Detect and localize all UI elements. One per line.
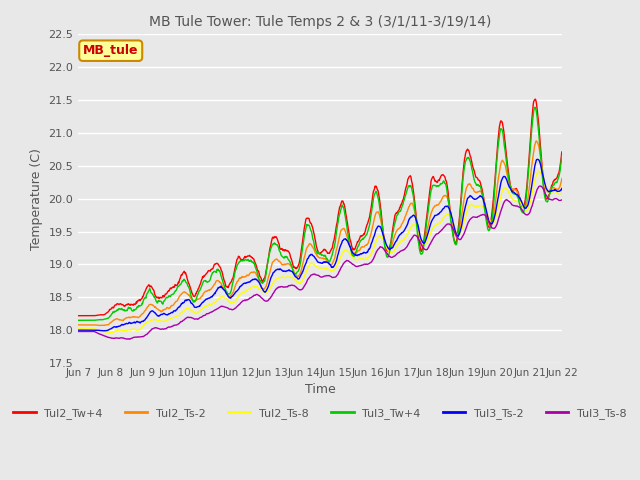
Tul2_Ts-2 — [100, 323, 108, 328]
Tul3_Ts-2 — [534, 156, 541, 162]
Tul2_Tw+4 — [451, 241, 459, 247]
Line: Tul2_Ts-8: Tul2_Ts-8 — [78, 171, 562, 333]
Tul3_Ts-2 — [74, 327, 82, 333]
Tul2_Ts-2 — [461, 194, 468, 200]
Tul2_Ts-8 — [535, 168, 543, 174]
Line: Tul3_Tw+4: Tul3_Tw+4 — [78, 108, 562, 320]
Tul2_Ts-2 — [407, 201, 415, 206]
Tul3_Ts-8 — [125, 336, 133, 342]
Tul2_Ts-8 — [461, 216, 468, 222]
Tul2_Ts-2 — [271, 258, 278, 264]
Line: Tul2_Ts-2: Tul2_Ts-2 — [78, 141, 562, 325]
Tul2_Tw+4 — [74, 313, 82, 319]
Tul2_Tw+4 — [270, 235, 278, 241]
Legend: Tul2_Tw+4, Tul2_Ts-2, Tul2_Ts-8, Tul3_Tw+4, Tul3_Ts-2, Tul3_Ts-8: Tul2_Tw+4, Tul2_Ts-2, Tul2_Ts-8, Tul3_Tw… — [9, 403, 631, 423]
Tul2_Tw+4 — [124, 302, 131, 308]
Tul3_Ts-2 — [407, 214, 415, 220]
Tul3_Tw+4 — [451, 241, 459, 247]
Tul2_Ts-2 — [452, 233, 460, 239]
Line: Tul3_Ts-8: Tul3_Ts-8 — [78, 186, 562, 339]
Tul3_Tw+4 — [287, 262, 295, 267]
Tul2_Ts-2 — [288, 264, 296, 270]
Tul3_Tw+4 — [460, 167, 468, 172]
Tul2_Tw+4 — [531, 96, 539, 102]
Tul2_Ts-8 — [108, 330, 115, 336]
X-axis label: Time: Time — [305, 384, 335, 396]
Tul3_Ts-2 — [558, 186, 566, 192]
Tul2_Ts-8 — [124, 327, 132, 333]
Tul3_Ts-2 — [100, 328, 108, 334]
Tul3_Tw+4 — [124, 306, 131, 312]
Tul2_Ts-8 — [452, 228, 460, 234]
Tul3_Ts-2 — [461, 207, 468, 213]
Line: Tul3_Ts-2: Tul3_Ts-2 — [78, 159, 562, 331]
Tul3_Tw+4 — [531, 105, 539, 110]
Tul3_Ts-8 — [288, 282, 296, 288]
Tul3_Ts-8 — [407, 237, 415, 243]
Tul2_Ts-2 — [74, 322, 82, 328]
Tul2_Ts-2 — [124, 315, 132, 321]
Tul2_Ts-8 — [74, 326, 82, 332]
Title: MB Tule Tower: Tule Temps 2 & 3 (3/1/11-3/19/14): MB Tule Tower: Tule Temps 2 & 3 (3/1/11-… — [149, 15, 491, 29]
Tul2_Tw+4 — [460, 160, 468, 166]
Tul2_Tw+4 — [558, 149, 566, 155]
Tul3_Tw+4 — [558, 153, 566, 159]
Tul2_Ts-8 — [558, 189, 566, 195]
Tul2_Tw+4 — [287, 256, 295, 262]
Text: MB_tule: MB_tule — [83, 44, 138, 57]
Tul3_Ts-8 — [461, 229, 468, 235]
Tul2_Ts-2 — [558, 176, 566, 181]
Tul3_Ts-2 — [452, 229, 460, 235]
Tul3_Ts-2 — [124, 321, 132, 326]
Tul2_Tw+4 — [406, 173, 414, 179]
Tul3_Tw+4 — [406, 183, 414, 189]
Tul2_Ts-8 — [288, 275, 296, 280]
Tul2_Ts-8 — [407, 224, 415, 230]
Tul3_Ts-8 — [558, 197, 566, 203]
Line: Tul2_Tw+4: Tul2_Tw+4 — [78, 99, 562, 316]
Tul3_Ts-2 — [271, 269, 278, 275]
Tul3_Tw+4 — [270, 241, 278, 247]
Tul3_Ts-8 — [536, 183, 543, 189]
Tul3_Ts-8 — [452, 232, 460, 238]
Tul2_Ts-8 — [271, 278, 278, 284]
Tul3_Ts-8 — [124, 336, 131, 342]
Y-axis label: Temperature (C): Temperature (C) — [30, 148, 43, 250]
Tul3_Tw+4 — [74, 317, 82, 323]
Tul3_Ts-2 — [288, 268, 296, 274]
Tul2_Ts-2 — [532, 138, 540, 144]
Tul3_Ts-8 — [271, 289, 278, 295]
Tul3_Ts-8 — [74, 329, 82, 335]
